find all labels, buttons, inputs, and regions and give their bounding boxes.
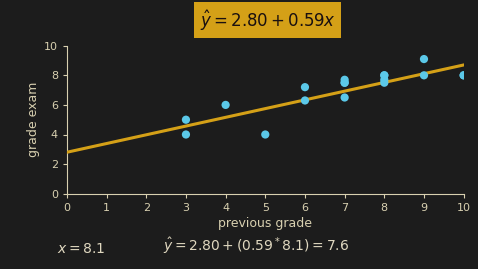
Y-axis label: grade exam: grade exam: [27, 82, 40, 157]
Point: [341, 80, 348, 85]
Point: [182, 132, 190, 137]
Point: [341, 95, 348, 100]
Point: [380, 73, 388, 77]
Point: [341, 80, 348, 85]
Text: $\hat{y}=2.80+(0.59^*8.1)=7.6$: $\hat{y}=2.80+(0.59^*8.1)=7.6$: [163, 235, 349, 256]
Point: [420, 57, 428, 61]
Text: $\hat{y} = 2.80+0.59x$: $\hat{y} = 2.80+0.59x$: [200, 8, 336, 33]
Point: [261, 132, 269, 137]
Point: [420, 73, 428, 77]
Text: $x=8.1$: $x=8.1$: [57, 242, 106, 256]
X-axis label: previous grade: previous grade: [218, 217, 312, 230]
Point: [380, 73, 388, 77]
Point: [301, 85, 309, 89]
Point: [460, 73, 467, 77]
Point: [222, 103, 229, 107]
Point: [182, 118, 190, 122]
Point: [380, 77, 388, 82]
Point: [460, 73, 467, 77]
Point: [380, 80, 388, 85]
Point: [341, 77, 348, 82]
Point: [301, 98, 309, 103]
